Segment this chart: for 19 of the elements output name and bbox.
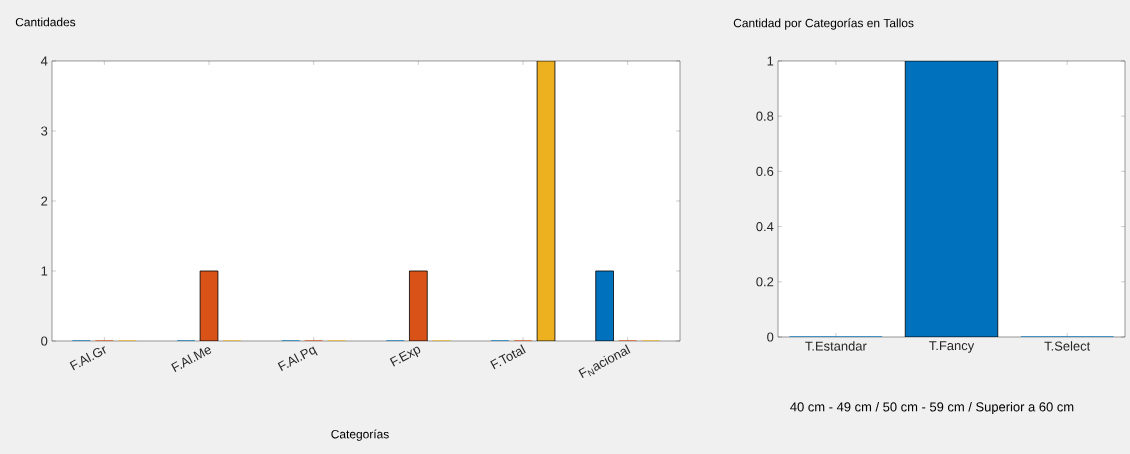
- chart-title: Cantidades: [15, 17, 76, 27]
- y-tick-label: 4: [40, 56, 48, 66]
- y-tick-label: 1: [767, 56, 774, 66]
- y-tick-label: 0: [41, 336, 48, 346]
- y-tick-label: 1: [41, 266, 48, 276]
- x-tick-label: T.Select: [1044, 341, 1091, 351]
- y-tick-label: 0.4: [756, 222, 774, 232]
- x-tick-label: T.Fancy: [929, 341, 975, 353]
- y-tick-label: 2: [41, 196, 48, 206]
- text: 40 cm - 49 cm / 50 cm - 59 cm / Superior a 60 cm: [790, 401, 1074, 415]
- x-tick-label: F.Exp: [389, 346, 421, 367]
- y-tick-label: 0.2: [756, 277, 774, 287]
- y-tick-label: 0.6: [756, 166, 774, 176]
- chart-title: Cantidad por Categorías en Tallos: [733, 18, 914, 30]
- y-tick-label: 3: [41, 126, 48, 136]
- x-tick-label: T.Estandar: [805, 341, 867, 351]
- y-tick-label: 0.8: [756, 111, 774, 121]
- y-tick-label: 0: [767, 332, 774, 342]
- x-axis-title: Categorías: [331, 429, 389, 441]
